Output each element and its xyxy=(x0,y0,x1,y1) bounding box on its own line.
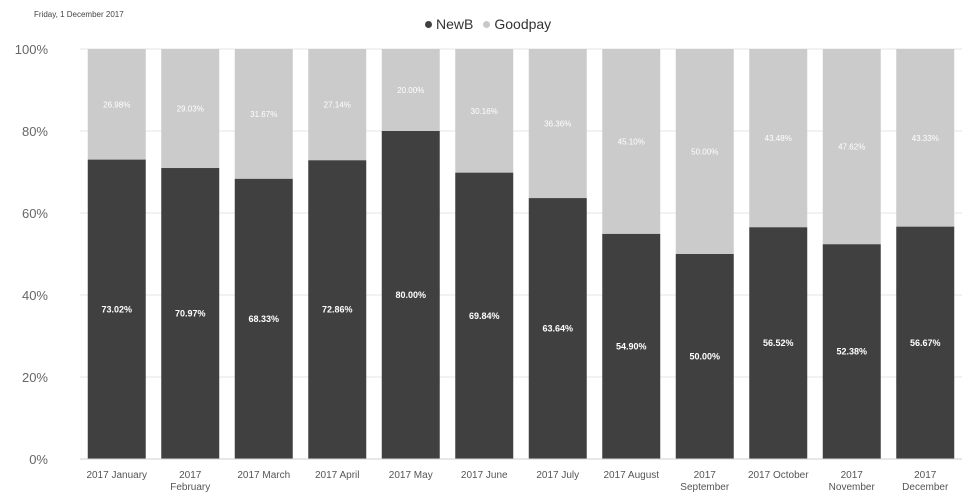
x-tick-label: 2017 January xyxy=(86,470,147,481)
bar-goodpay xyxy=(161,49,220,169)
x-tick-label: 2017 February xyxy=(170,470,210,493)
legend-label-newb: NewB xyxy=(436,16,474,32)
data-label-goodpay: 20.00% xyxy=(397,86,424,95)
data-label-newb: 56.52% xyxy=(763,338,794,348)
data-label-newb: 73.02% xyxy=(101,304,132,314)
legend-label-goodpay: Goodpay xyxy=(494,16,552,32)
data-label-goodpay: 43.48% xyxy=(765,134,792,143)
data-label-goodpay: 45.10% xyxy=(618,137,645,146)
data-label-goodpay: 29.03% xyxy=(177,105,204,114)
date-label: Friday, 1 December 2017 xyxy=(34,10,124,19)
x-tick-label: 2017 March xyxy=(237,470,290,481)
x-tick-label: 2017 July xyxy=(536,470,579,481)
data-label-goodpay: 50.00% xyxy=(691,148,718,157)
x-tick-label: 2017 October xyxy=(748,470,809,481)
legend: NewB Goodpay xyxy=(425,16,551,32)
x-tick-label: 2017 June xyxy=(461,470,508,481)
bar-goodpay xyxy=(749,49,808,228)
bar-goodpay xyxy=(308,49,367,161)
data-label-newb: 63.64% xyxy=(542,324,573,334)
x-tick-label: 2017 December xyxy=(902,470,949,493)
bar-goodpay xyxy=(528,49,587,199)
data-label-newb: 70.97% xyxy=(175,309,206,319)
data-label-newb: 72.86% xyxy=(322,305,353,315)
data-label-goodpay: 30.16% xyxy=(471,107,498,116)
bar-newb xyxy=(896,226,955,459)
bar-goodpay xyxy=(602,49,661,234)
y-tick-label: 0% xyxy=(29,452,48,467)
bar-newb xyxy=(602,233,661,459)
bar-newb xyxy=(822,244,881,459)
bar-newb xyxy=(749,227,808,459)
data-label-newb: 56.67% xyxy=(910,338,941,348)
y-tick-label: 80% xyxy=(22,124,48,139)
bar-goodpay xyxy=(455,49,514,173)
bar-newb xyxy=(528,198,587,460)
data-label-goodpay: 31.67% xyxy=(250,110,277,119)
bar-newb xyxy=(455,172,514,459)
bar-goodpay xyxy=(822,49,881,245)
legend-item-goodpay[interactable]: Goodpay xyxy=(483,16,551,32)
legend-item-newb[interactable]: NewB xyxy=(425,16,473,32)
data-label-goodpay: 47.62% xyxy=(838,143,865,152)
x-tick-label: 2017 November xyxy=(829,470,876,493)
data-label-newb: 54.90% xyxy=(616,341,647,351)
bar-newb xyxy=(87,159,146,460)
bar-newb xyxy=(161,168,220,459)
bar-goodpay xyxy=(896,49,955,227)
bar-goodpay xyxy=(87,49,146,160)
x-tick-label: 2017 April xyxy=(315,470,359,481)
data-label-newb: 68.33% xyxy=(248,314,279,324)
y-tick-label: 60% xyxy=(22,206,48,221)
legend-dot-newb xyxy=(425,20,432,28)
data-label-newb: 50.00% xyxy=(689,352,720,362)
data-label-goodpay: 43.33% xyxy=(912,134,939,143)
data-label-goodpay: 27.14% xyxy=(324,101,351,110)
bar-goodpay xyxy=(675,49,734,254)
bar-goodpay xyxy=(234,49,293,179)
bar-goodpay xyxy=(381,49,440,131)
bar-newb xyxy=(675,254,734,459)
y-tick-label: 20% xyxy=(22,370,48,385)
y-tick-label: 40% xyxy=(22,288,48,303)
x-tick-label: 2017 September xyxy=(680,470,730,493)
data-label-newb: 69.84% xyxy=(469,311,500,321)
data-label-newb: 52.38% xyxy=(836,347,867,357)
y-tick-label: 100% xyxy=(15,42,49,57)
data-label-goodpay: 36.36% xyxy=(544,120,571,129)
x-tick-label: 2017 August xyxy=(603,470,659,481)
bar-newb xyxy=(381,131,440,459)
bar-newb xyxy=(234,178,293,460)
bar-newb xyxy=(308,160,367,460)
data-label-newb: 80.00% xyxy=(395,290,426,300)
legend-dot-goodpay xyxy=(483,20,491,28)
data-label-goodpay: 26.98% xyxy=(103,100,130,109)
x-tick-label: 2017 May xyxy=(389,470,433,481)
